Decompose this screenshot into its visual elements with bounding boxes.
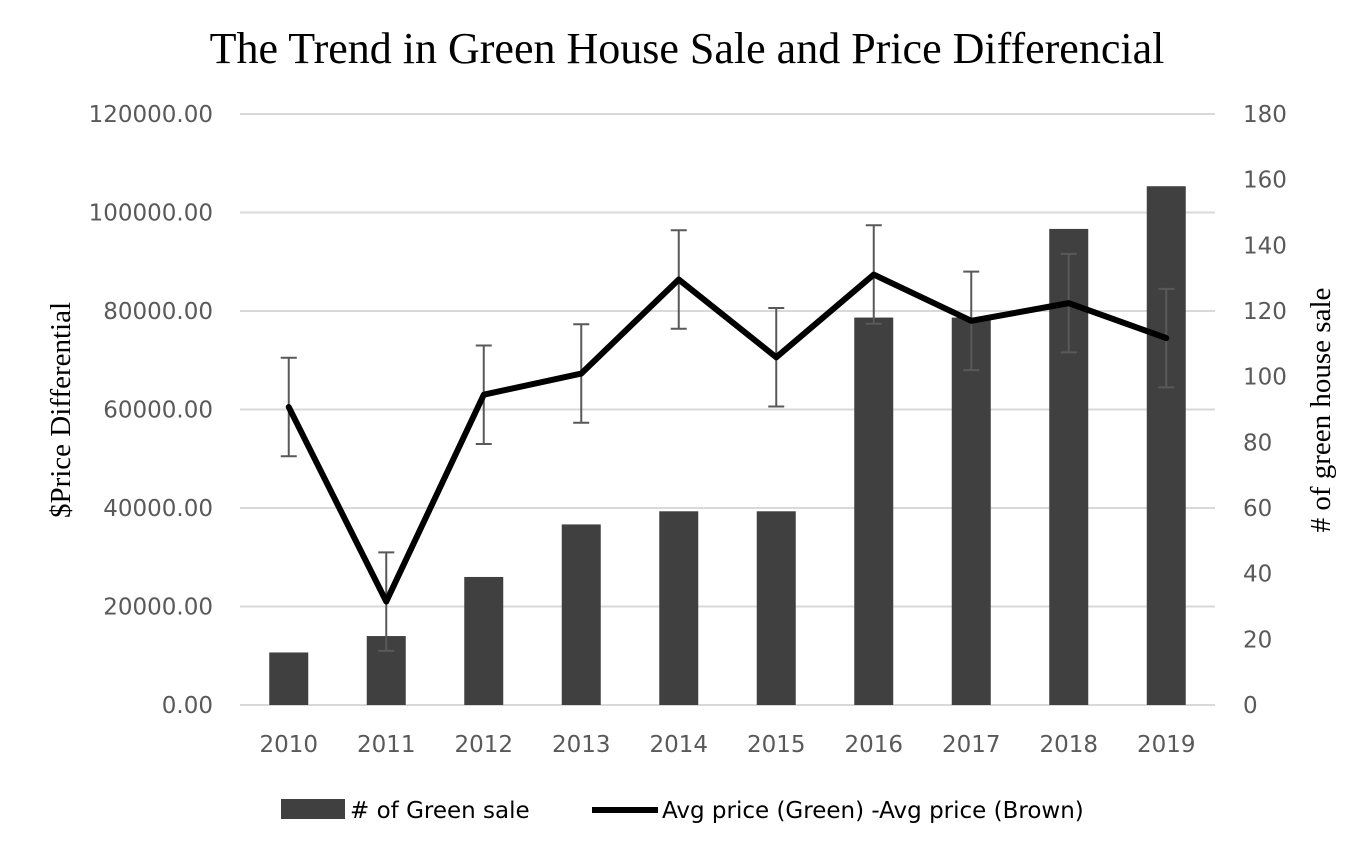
error-bars — [280, 224, 1175, 652]
right-tick-label: 40 — [1243, 562, 1272, 588]
x-tick-label: 2014 — [649, 732, 708, 758]
x-tick-label: 2015 — [747, 732, 806, 758]
left-tick-label: 0.00 — [162, 693, 213, 719]
x-tick-label: 2010 — [259, 732, 318, 758]
bar — [854, 317, 894, 705]
x-tick-label: 2018 — [1039, 732, 1098, 758]
chart-title: The Trend in Green House Sale and Price … — [210, 24, 1165, 73]
gridlines — [240, 113, 1215, 706]
price-differential-line — [285, 271, 1170, 605]
left-tick-label: 120000.00 — [89, 102, 213, 128]
line-point — [970, 320, 972, 322]
right-tick-label: 0 — [1243, 693, 1258, 719]
right-tick-label: 180 — [1243, 102, 1287, 128]
line-series — [285, 271, 1170, 605]
x-tick-label: 2013 — [552, 732, 611, 758]
right-tick-label: 20 — [1243, 627, 1272, 653]
line-point — [678, 278, 680, 280]
x-tick-label: 2016 — [844, 732, 903, 758]
x-tick-label: 2017 — [942, 732, 1001, 758]
bar — [269, 652, 309, 705]
bar — [756, 511, 796, 705]
legend: # of Green sale Avg price (Green) -Avg p… — [281, 798, 1084, 824]
line-point — [483, 394, 485, 396]
line-point — [1068, 302, 1070, 304]
line-point — [385, 601, 387, 603]
x-axis-ticks: 2010 2011 2012 2013 2014 2015 2016 2017 2018 2019 — [259, 732, 1195, 758]
line-point — [288, 406, 290, 408]
line-point — [775, 356, 777, 358]
right-tick-label: 120 — [1243, 299, 1287, 325]
bar — [951, 317, 991, 705]
bar — [464, 576, 504, 705]
right-tick-label: 140 — [1243, 233, 1287, 259]
right-tick-label: 80 — [1243, 430, 1272, 456]
left-axis-ticks: 0.00 20000.00 40000.00 60000.00 80000.00 1000… — [89, 102, 213, 719]
x-tick-label: 2012 — [454, 732, 513, 758]
legend-line-label: Avg price (Green) -Avg price (Brown) — [662, 798, 1084, 824]
right-tick-label: 60 — [1243, 496, 1272, 522]
line-point — [580, 373, 582, 375]
left-tick-label: 40000.00 — [103, 496, 213, 522]
line-point — [1165, 337, 1167, 339]
left-tick-label: 80000.00 — [103, 299, 213, 325]
bar-series — [269, 186, 1186, 705]
x-tick-label: 2019 — [1137, 732, 1196, 758]
bar — [1146, 186, 1186, 705]
right-axis-title: # of green house sale — [1305, 288, 1337, 533]
right-tick-label: 100 — [1243, 365, 1287, 391]
left-tick-label: 100000.00 — [89, 201, 213, 227]
bar — [659, 511, 699, 705]
bar — [561, 524, 601, 705]
legend-bar-label: # of Green sale — [350, 798, 530, 824]
x-tick-label: 2011 — [357, 732, 416, 758]
line-point — [873, 274, 875, 276]
right-axis-ticks: 0 20 40 60 80 100 120 140 160 180 — [1243, 102, 1287, 719]
right-tick-label: 160 — [1243, 168, 1287, 194]
left-tick-label: 60000.00 — [103, 398, 213, 424]
legend-bar-swatch — [281, 799, 345, 819]
left-axis-title: $Price Differential — [45, 302, 77, 518]
left-tick-label: 20000.00 — [103, 595, 213, 621]
